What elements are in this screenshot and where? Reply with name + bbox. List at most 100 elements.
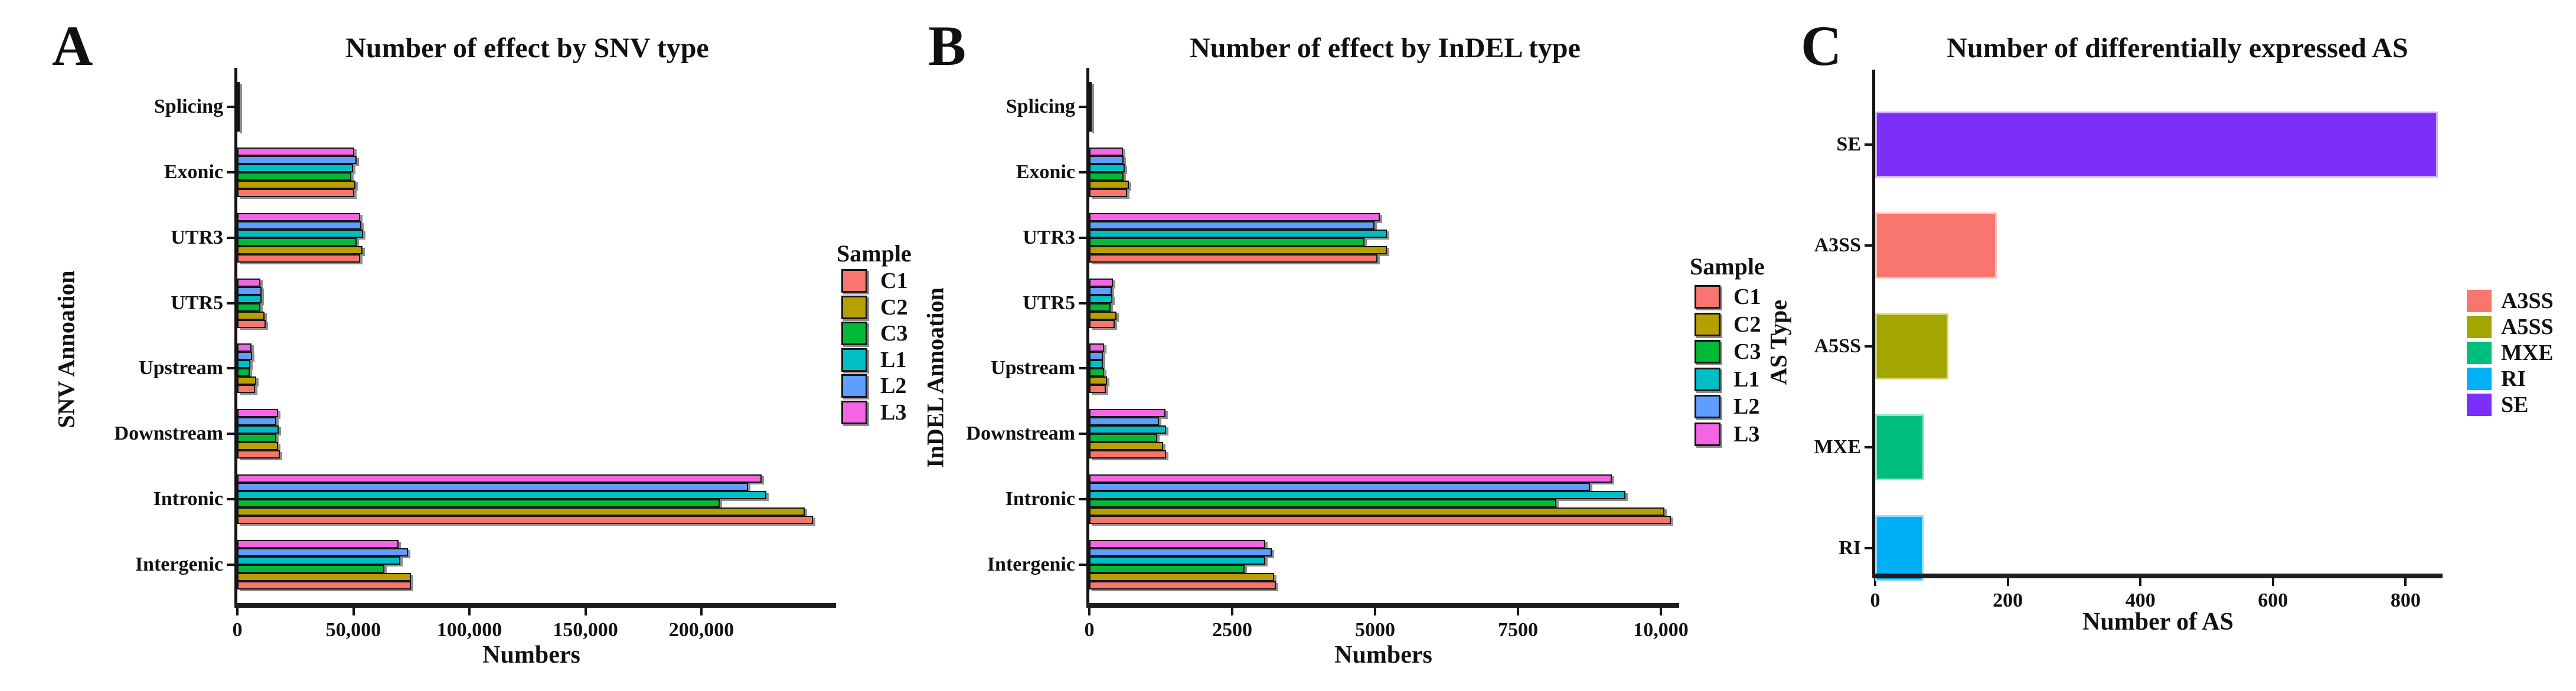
bar-intronic-c2 bbox=[1089, 507, 1664, 516]
bar-intronic-c2 bbox=[237, 507, 805, 516]
bar-intronic-c1 bbox=[1089, 516, 1671, 524]
bar-utr3-l1 bbox=[1089, 230, 1387, 238]
bar-intronic-c1 bbox=[237, 516, 813, 524]
panel-a-letter: A bbox=[52, 14, 93, 77]
legend-swatch-l2 bbox=[841, 374, 867, 398]
x-tick-mark bbox=[2404, 578, 2407, 586]
bar-upstream-l3 bbox=[237, 343, 252, 352]
bar-intergenic-l3 bbox=[237, 540, 399, 548]
category-label-se: SE bbox=[1836, 133, 1861, 155]
y-tick-mark bbox=[227, 237, 236, 239]
legend-label-a5ss: A5SS bbox=[2501, 315, 2554, 339]
bar-exonic-c1 bbox=[237, 189, 355, 197]
category-label-exonic: Exonic bbox=[1016, 161, 1075, 183]
bar-splicing-c3 bbox=[1089, 107, 1092, 115]
x-tick-label: 150,000 bbox=[553, 619, 618, 641]
legend-label-ri: RI bbox=[2501, 366, 2526, 391]
category-label-splicing: Splicing bbox=[154, 96, 223, 117]
bar-utr3-c1 bbox=[1089, 254, 1377, 263]
legend-label-c3: C3 bbox=[1733, 339, 1761, 365]
panel-b-letter: B bbox=[928, 14, 967, 77]
bar-utr3-c2 bbox=[1089, 246, 1387, 254]
category-label-intergenic: Intergenic bbox=[987, 554, 1075, 575]
bar-splicing-c2 bbox=[237, 115, 240, 123]
x-axis-line bbox=[234, 603, 836, 608]
y-axis-line bbox=[234, 68, 237, 603]
legend-label-c2: C2 bbox=[880, 294, 908, 320]
bar-intronic-l3 bbox=[237, 474, 762, 483]
bar-utr3-l2 bbox=[237, 221, 362, 230]
bar-upstream-c1 bbox=[237, 385, 255, 393]
legend-swatch-mxe bbox=[2467, 342, 2492, 364]
legend-label-l3: L3 bbox=[880, 400, 907, 425]
bar-intergenic-c3 bbox=[237, 565, 385, 573]
panel-b-x-axis-label: Numbers bbox=[1334, 641, 1432, 669]
y-tick-mark bbox=[227, 302, 236, 304]
x-tick-label: 400 bbox=[2125, 590, 2156, 611]
bar-upstream-c3 bbox=[1089, 368, 1105, 376]
x-tick-mark bbox=[1517, 608, 1519, 615]
y-tick-mark bbox=[1079, 367, 1088, 369]
y-tick-mark bbox=[1865, 143, 1874, 146]
legend-swatch-c1 bbox=[1695, 285, 1720, 309]
category-label-intergenic: Intergenic bbox=[135, 554, 223, 575]
x-tick-mark bbox=[584, 608, 587, 615]
bar-upstream-l1 bbox=[237, 360, 250, 368]
x-tick-mark bbox=[1231, 608, 1233, 615]
x-axis-line bbox=[1086, 603, 1679, 608]
panel-c-letter: C bbox=[1801, 14, 1842, 77]
bar-downstream-l2 bbox=[1089, 417, 1160, 425]
bar-intronic-l2 bbox=[1089, 483, 1590, 491]
y-tick-mark bbox=[227, 433, 236, 435]
category-label-splicing: Splicing bbox=[1005, 96, 1075, 117]
y-tick-mark bbox=[1079, 564, 1088, 566]
x-tick-label: 5000 bbox=[1355, 619, 1395, 641]
x-tick-label: 0 bbox=[232, 619, 243, 641]
bar-downstream-l1 bbox=[1089, 425, 1166, 434]
bar-utr3-c1 bbox=[237, 254, 360, 263]
bar-upstream-l2 bbox=[1089, 352, 1103, 360]
bar-splicing-l1 bbox=[1089, 99, 1092, 107]
y-tick-mark bbox=[1079, 433, 1088, 435]
bar-splicing-c1 bbox=[237, 123, 240, 132]
y-tick-mark bbox=[227, 564, 236, 566]
y-tick-mark bbox=[1079, 171, 1088, 173]
y-tick-mark bbox=[1865, 446, 1874, 448]
x-tick-mark bbox=[2006, 578, 2009, 586]
bar-intergenic-l2 bbox=[1089, 548, 1272, 556]
category-label-upstream: Upstream bbox=[139, 357, 223, 379]
bar-upstream-l2 bbox=[237, 352, 253, 360]
category-label-intronic: Intronic bbox=[153, 488, 223, 510]
legend-swatch-l3 bbox=[841, 401, 867, 424]
legend-label-l2: L2 bbox=[880, 374, 907, 399]
x-tick-label: 0 bbox=[1084, 619, 1095, 641]
x-tick-label: 2500 bbox=[1212, 619, 1252, 641]
bar-exonic-l1 bbox=[1089, 164, 1125, 172]
y-tick-mark bbox=[1079, 498, 1088, 500]
bar-downstream-l1 bbox=[237, 425, 279, 434]
category-label-utr5: UTR5 bbox=[1023, 292, 1075, 314]
legend-title: Sample bbox=[1690, 253, 1765, 280]
bar-a5ss bbox=[1875, 313, 1948, 379]
y-axis-line bbox=[1086, 68, 1089, 603]
legend-swatch-l3 bbox=[1695, 423, 1720, 446]
panel-a-title: Number of effect by SNV type bbox=[345, 32, 709, 64]
bar-downstream-c2 bbox=[1089, 442, 1163, 450]
x-tick-label: 10,000 bbox=[1633, 619, 1689, 641]
legend-label-l2: L2 bbox=[1733, 394, 1760, 420]
bar-splicing-l1 bbox=[237, 99, 240, 107]
legend-swatch-c3 bbox=[841, 322, 867, 346]
bar-upstream-c1 bbox=[1089, 385, 1106, 393]
x-tick-label: 7500 bbox=[1498, 619, 1538, 641]
bar-splicing-c3 bbox=[237, 107, 240, 115]
x-tick-label: 0 bbox=[1870, 590, 1880, 611]
category-label-mxe: MXE bbox=[1814, 436, 1861, 458]
y-tick-mark bbox=[1079, 302, 1088, 304]
x-tick-mark bbox=[700, 608, 703, 615]
bar-intronic-l1 bbox=[237, 491, 767, 499]
bar-intronic-c3 bbox=[1089, 499, 1556, 507]
bar-intronic-l1 bbox=[1089, 491, 1625, 499]
legend-swatch-l1 bbox=[1695, 367, 1720, 391]
bar-downstream-c2 bbox=[237, 442, 279, 450]
bar-intergenic-c3 bbox=[1089, 565, 1245, 573]
